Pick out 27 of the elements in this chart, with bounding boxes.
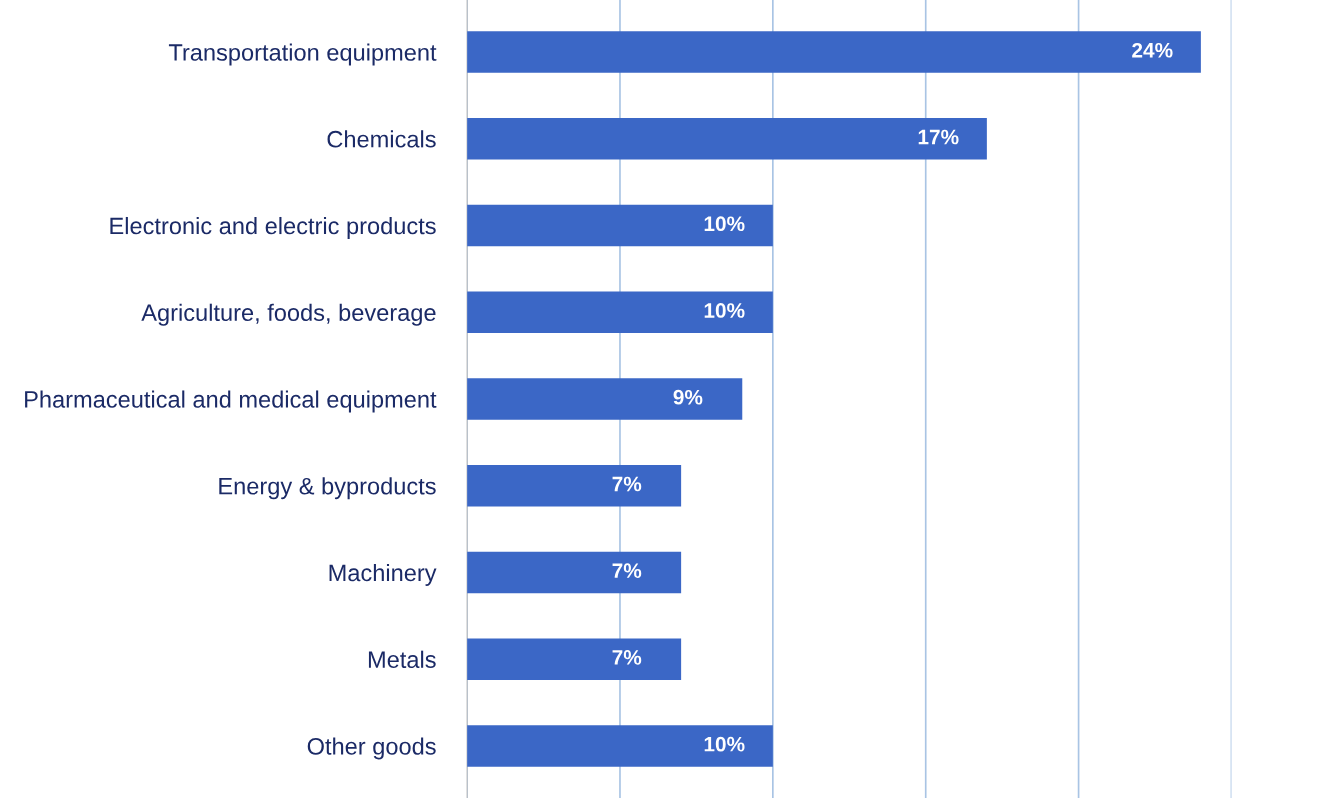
y-tick-label: Other goods [307, 737, 436, 760]
bar [467, 31, 1201, 73]
y-tick-label: Energy & byproducts [219, 477, 436, 500]
data-label: 7% [612, 563, 642, 579]
data-label: 9% [673, 389, 703, 405]
bar [467, 725, 773, 767]
bar [467, 204, 773, 247]
bar [467, 464, 682, 507]
y-tick-label: Chemicals [327, 130, 436, 148]
data-label: 10% [704, 303, 745, 318]
data-label: 17% [918, 129, 959, 145]
data-label: 10% [704, 736, 745, 752]
data-label: 7% [612, 650, 642, 665]
bar [467, 378, 743, 420]
data-label: 10% [704, 216, 745, 232]
y-tick-label: Metals [368, 650, 436, 669]
y-tick-label: Machinery [329, 563, 437, 586]
y-tick-label: Agriculture, foods, beverage [141, 303, 436, 326]
bar [467, 638, 682, 681]
bar [467, 291, 773, 334]
data-label: 7% [612, 476, 642, 492]
y-tick-label: Pharmaceutical and medical equipment [25, 390, 437, 413]
bar [467, 551, 682, 594]
y-tick-label: Transportation equipment [168, 43, 437, 66]
y-tick-label: Electronic and electric products [110, 216, 436, 239]
data-label: 24% [1132, 42, 1173, 58]
bar [467, 117, 987, 160]
